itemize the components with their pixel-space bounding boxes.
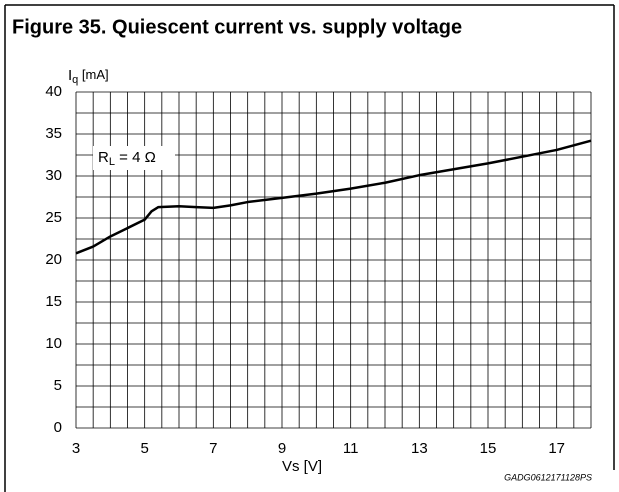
y-label-unit: [mA] <box>78 67 108 82</box>
y-tick-label: 15 <box>45 293 62 310</box>
y-tick-label: 10 <box>45 335 62 352</box>
y-tick-label: 0 <box>54 419 62 436</box>
x-tick-label: 3 <box>72 440 80 457</box>
footnote: GADG0612171128PS <box>504 472 592 482</box>
annotation-rest: = 4 Ω <box>115 149 156 166</box>
y-tick-label: 35 <box>45 125 62 142</box>
y-tick-label: 40 <box>45 83 62 100</box>
y-label-main: I <box>68 67 72 84</box>
y-axis-label: Iq [mA] <box>68 67 109 86</box>
x-axis-label: Vs [V] <box>282 458 322 475</box>
annotation-sub: L <box>109 156 115 168</box>
x-tick-label: 15 <box>480 440 497 457</box>
data-line <box>75 139 592 255</box>
x-tick-label: 9 <box>278 440 286 457</box>
y-tick-label: 25 <box>45 209 62 226</box>
y-tick-label: 20 <box>45 251 62 268</box>
x-tick-label: 7 <box>209 440 217 457</box>
annotation: RL = 4 Ω <box>98 149 156 168</box>
y-tick-label: 30 <box>45 167 62 184</box>
x-tick-label: 11 <box>343 440 359 457</box>
chart-title: Figure 35. Quiescent current vs. supply … <box>12 16 462 38</box>
annotation-main: R <box>98 149 109 166</box>
x-tick-label: 17 <box>548 440 565 457</box>
x-tick-label: 13 <box>411 440 428 457</box>
y-tick-label: 5 <box>54 377 62 394</box>
y-label-sub: q <box>72 74 78 86</box>
annotation-box <box>93 146 175 170</box>
x-tick-label: 5 <box>140 440 148 457</box>
